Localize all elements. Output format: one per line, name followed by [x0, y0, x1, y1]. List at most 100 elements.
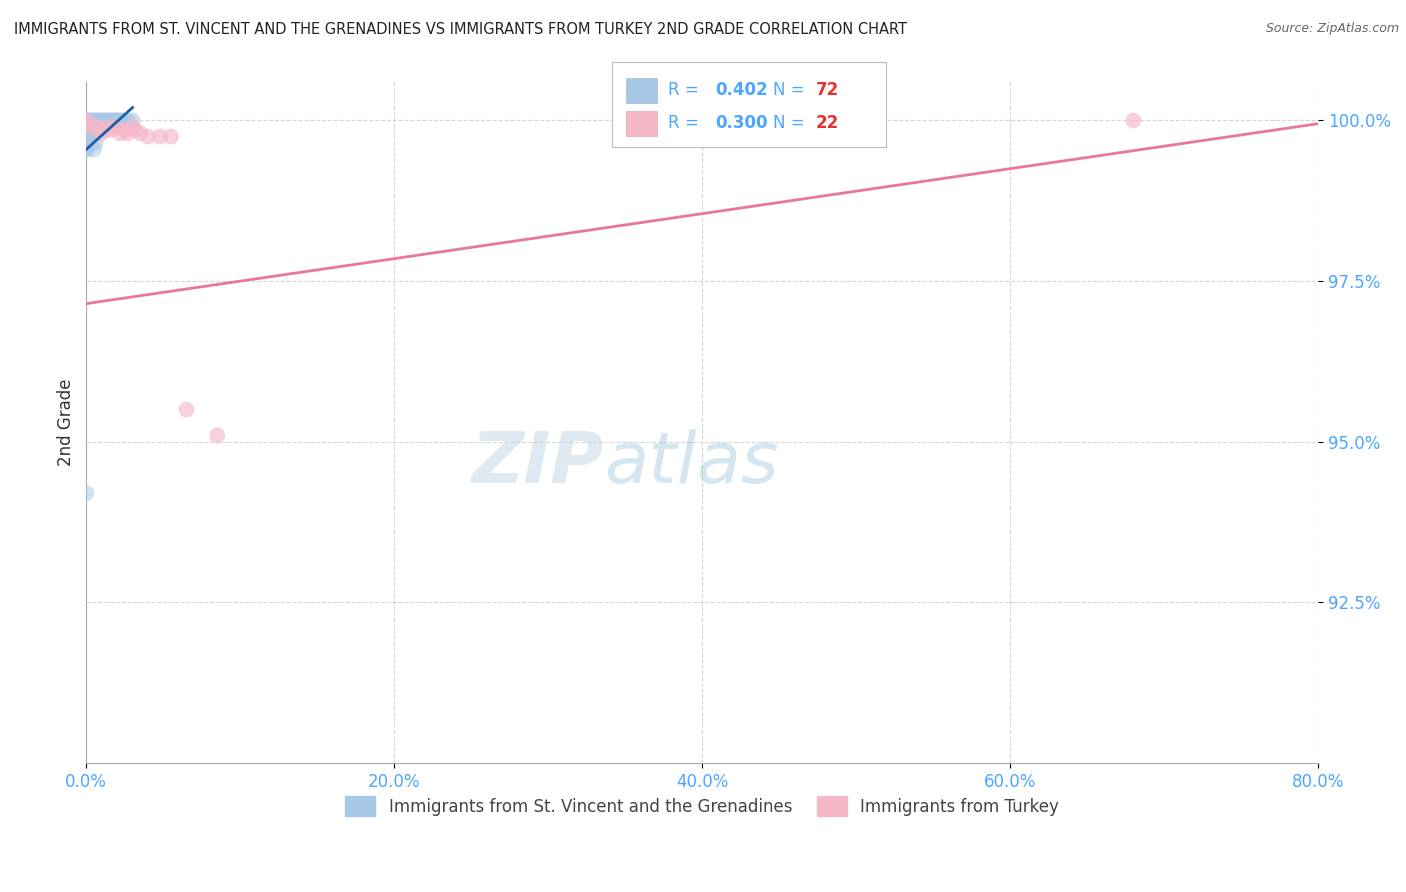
- Point: [160, 129, 183, 144]
- Point: [91, 113, 114, 128]
- Text: 72: 72: [815, 81, 839, 99]
- Point: [117, 113, 139, 128]
- Point: [91, 117, 114, 131]
- Point: [80, 117, 103, 131]
- Point: [121, 113, 143, 128]
- Point: [86, 117, 108, 131]
- Point: [75, 113, 97, 128]
- Point: [75, 117, 97, 131]
- Point: [79, 113, 101, 128]
- Point: [129, 126, 152, 140]
- Point: [90, 113, 112, 128]
- Point: [79, 117, 101, 131]
- Legend: Immigrants from St. Vincent and the Grenadines, Immigrants from Turkey: Immigrants from St. Vincent and the Gren…: [339, 789, 1066, 823]
- Point: [104, 113, 127, 128]
- Point: [75, 139, 97, 153]
- Point: [80, 129, 103, 144]
- Point: [149, 129, 172, 144]
- Point: [75, 486, 97, 500]
- Text: 22: 22: [815, 114, 839, 132]
- Point: [75, 129, 97, 144]
- Point: [87, 117, 110, 131]
- Point: [176, 402, 198, 417]
- Point: [94, 117, 117, 131]
- Point: [105, 120, 128, 134]
- Point: [121, 120, 143, 134]
- Point: [136, 129, 159, 144]
- Point: [83, 120, 105, 134]
- Point: [75, 126, 97, 140]
- Text: IMMIGRANTS FROM ST. VINCENT AND THE GRENADINES VS IMMIGRANTS FROM TURKEY 2ND GRA: IMMIGRANTS FROM ST. VINCENT AND THE GREN…: [14, 22, 907, 37]
- Point: [75, 133, 97, 147]
- Point: [108, 113, 131, 128]
- Point: [75, 113, 97, 128]
- Point: [84, 117, 107, 131]
- Point: [76, 126, 98, 140]
- Point: [101, 113, 124, 128]
- Text: N =: N =: [773, 114, 810, 132]
- Point: [86, 113, 108, 128]
- Text: R =: R =: [668, 81, 704, 99]
- Point: [124, 123, 146, 137]
- Point: [84, 136, 107, 150]
- Text: atlas: atlas: [603, 429, 779, 498]
- Point: [89, 113, 111, 128]
- Point: [114, 113, 136, 128]
- Point: [75, 123, 97, 137]
- Text: N =: N =: [773, 81, 810, 99]
- Point: [90, 126, 112, 140]
- Point: [103, 113, 125, 128]
- Point: [80, 120, 103, 134]
- Y-axis label: 2nd Grade: 2nd Grade: [58, 379, 75, 467]
- Text: 0.300: 0.300: [716, 114, 768, 132]
- Point: [96, 113, 118, 128]
- Point: [98, 117, 121, 131]
- Point: [82, 126, 104, 140]
- Point: [83, 142, 105, 156]
- Point: [75, 120, 97, 134]
- Point: [1122, 113, 1144, 128]
- Point: [75, 136, 97, 150]
- Point: [84, 113, 107, 128]
- Point: [86, 120, 108, 134]
- Point: [89, 117, 111, 131]
- Point: [76, 133, 98, 147]
- Point: [82, 117, 104, 131]
- Point: [98, 113, 121, 128]
- Point: [79, 120, 101, 134]
- Point: [87, 113, 110, 128]
- Point: [75, 117, 97, 131]
- Point: [79, 123, 101, 137]
- Text: Source: ZipAtlas.com: Source: ZipAtlas.com: [1265, 22, 1399, 36]
- Point: [82, 113, 104, 128]
- Point: [108, 126, 131, 140]
- Point: [80, 113, 103, 128]
- Point: [100, 117, 122, 131]
- Text: 0.402: 0.402: [716, 81, 768, 99]
- Point: [76, 123, 98, 137]
- Point: [114, 123, 136, 137]
- Point: [83, 120, 105, 134]
- Point: [83, 113, 105, 128]
- Point: [80, 123, 103, 137]
- Point: [117, 126, 139, 140]
- Point: [76, 117, 98, 131]
- Point: [79, 126, 101, 140]
- Point: [75, 120, 97, 134]
- Point: [94, 123, 117, 137]
- Point: [97, 117, 120, 131]
- Point: [94, 113, 117, 128]
- Point: [98, 120, 121, 134]
- Point: [90, 117, 112, 131]
- Point: [100, 123, 122, 137]
- Point: [100, 113, 122, 128]
- Point: [76, 133, 98, 147]
- Point: [96, 117, 118, 131]
- Point: [75, 142, 97, 156]
- Point: [82, 120, 104, 134]
- Point: [97, 113, 120, 128]
- Point: [111, 113, 134, 128]
- Point: [105, 113, 128, 128]
- Point: [83, 117, 105, 131]
- Point: [205, 428, 228, 442]
